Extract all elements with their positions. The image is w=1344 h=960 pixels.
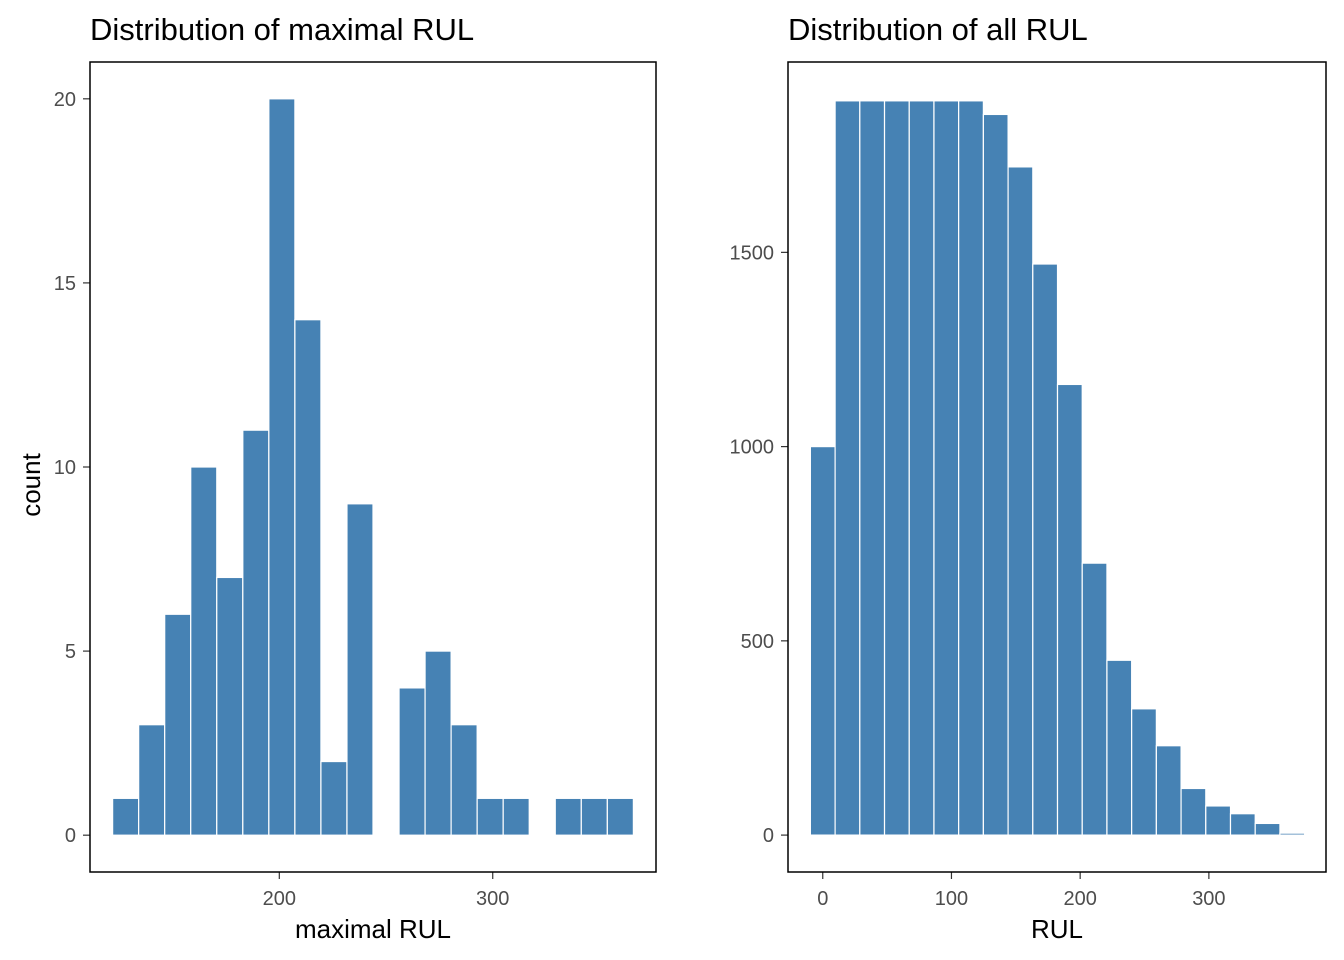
bar (809, 446, 836, 836)
bar (1007, 166, 1034, 836)
bar (424, 650, 452, 836)
x-tick-label: 200 (1063, 888, 1096, 910)
bar (1081, 562, 1108, 836)
bar (502, 797, 530, 836)
chart-maximal-rul: Distribution of maximal RUL count maxima… (16, 12, 657, 944)
chart-title: Distribution of maximal RUL (90, 12, 474, 47)
y-tick-label: 500 (741, 631, 774, 653)
y-tick-label: 10 (54, 457, 76, 479)
bars (809, 100, 1306, 836)
bar (1205, 805, 1232, 836)
y-axis-ticks: 0 5 10 15 20 (54, 89, 90, 847)
x-axis-title: maximal RUL (295, 914, 451, 944)
bar (1229, 813, 1256, 836)
x-tick-label: 0 (817, 888, 828, 910)
y-tick-label: 1000 (730, 437, 775, 459)
chart-all-rul: Distribution of all RUL RUL 050010001500… (730, 12, 1327, 944)
bar (1279, 832, 1306, 836)
bar (883, 100, 910, 836)
bar (112, 797, 140, 836)
y-tick-label: 0 (65, 825, 76, 847)
panel-border (787, 61, 1327, 873)
x-axis-ticks: 0 100 200 300 (817, 872, 1226, 910)
panel-border (89, 61, 657, 873)
bar (190, 466, 218, 836)
bar (1032, 263, 1059, 836)
y-tick-label: 0 (763, 825, 774, 847)
bar (450, 724, 478, 836)
bar (908, 100, 935, 836)
bar (1131, 708, 1157, 836)
x-tick-label: 300 (476, 888, 509, 910)
bar (398, 687, 426, 836)
y-tick-label: 1500 (730, 242, 775, 264)
bar (1180, 787, 1207, 836)
y-tick-label: 15 (54, 273, 76, 295)
bar (933, 100, 960, 836)
chart-title: Distribution of all RUL (788, 12, 1088, 47)
bar (1254, 822, 1281, 836)
y-axis-title: count (16, 452, 46, 516)
bar (834, 100, 861, 836)
bar (138, 724, 166, 836)
bar (606, 797, 634, 836)
bar (1106, 659, 1133, 836)
bar (164, 613, 192, 836)
bar (268, 98, 296, 836)
y-tick-label: 5 (65, 641, 76, 663)
x-tick-label: 200 (263, 888, 296, 910)
bar (242, 429, 270, 836)
bar (1056, 383, 1083, 836)
bar (1155, 745, 1182, 836)
x-axis-ticks: 200 300 (263, 872, 509, 910)
bar (476, 797, 504, 836)
bar (958, 100, 984, 836)
bar (346, 503, 374, 836)
x-axis-title: RUL (1031, 914, 1083, 944)
bar (294, 319, 322, 836)
bar (554, 797, 582, 836)
y-axis-ticks: 0 500 1000 1500 (730, 242, 788, 847)
x-tick-label: 100 (935, 888, 968, 910)
bars (112, 98, 634, 836)
bar (859, 100, 886, 836)
x-tick-label: 300 (1192, 888, 1225, 910)
bar (320, 760, 348, 836)
bar (216, 576, 244, 836)
bar (982, 113, 1009, 836)
bar (580, 797, 608, 836)
y-tick-label: 20 (54, 89, 76, 111)
